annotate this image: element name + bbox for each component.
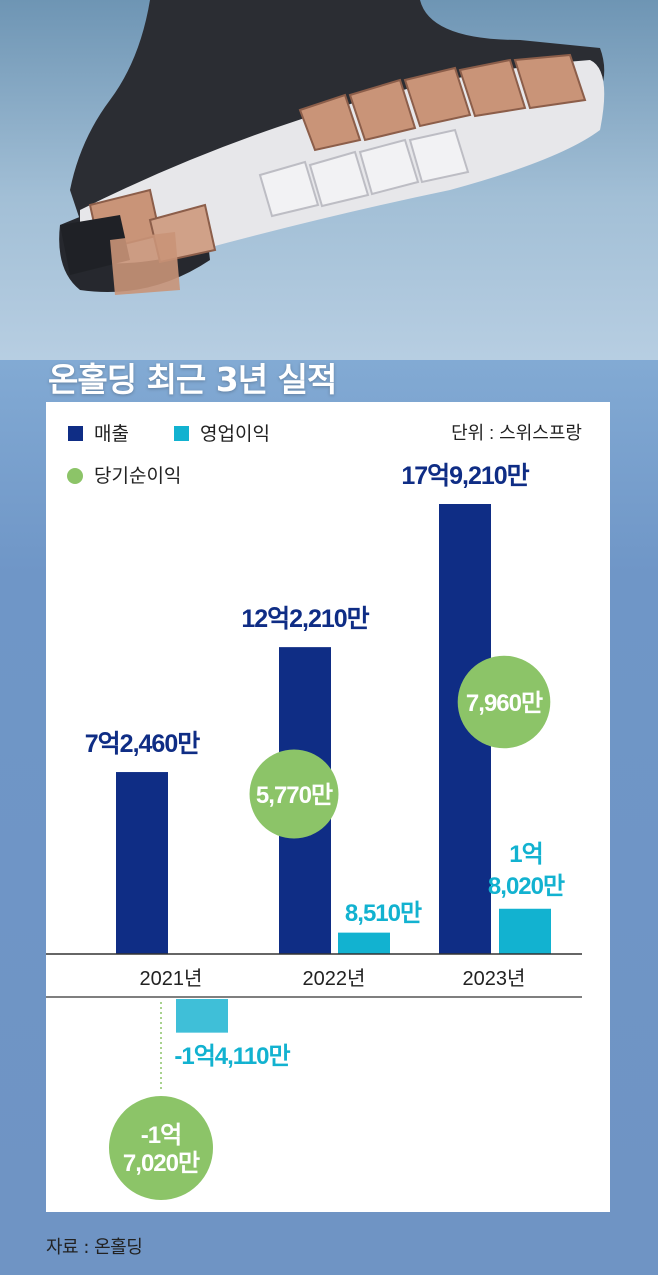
legend-label-0: 매출 <box>94 423 129 445</box>
label-net-income-1-line: 5,770만 <box>256 782 333 809</box>
label-revenue-2-line: 17억9,210만 <box>401 462 529 490</box>
page-title: 온홀딩 최근 3년 실적 <box>48 360 337 399</box>
label-revenue-1: 12억2,210만 <box>241 605 369 633</box>
bubble-net-income-1 <box>249 749 339 839</box>
label-revenue-0: 7억2,460만 <box>85 730 200 758</box>
label-operating-0-line: -1억4,110만 <box>174 1043 290 1070</box>
chart-marks: 7억2,460만 12억2,210만 17억9,210만 -1억4,110만 8,510… <box>85 462 566 1200</box>
bubble-net-income-2 <box>457 655 551 749</box>
label-net-income-2-line: 7,960만 <box>466 690 543 717</box>
bar-operating-1 <box>338 932 390 954</box>
label-net-income-1: 5,770만 <box>256 782 333 809</box>
x-tick-label-0: 2021년 <box>140 967 203 990</box>
bubble-net-income-0 <box>109 1096 213 1200</box>
label-net-income-0-line: 7,020만 <box>123 1150 200 1177</box>
label-operating-2-line: 1억 <box>509 841 542 868</box>
x-tick-label-1: 2022년 <box>303 967 366 990</box>
chart-axis: 2021년 2022년 2023년 <box>46 953 582 998</box>
label-net-income-2: 7,960만 <box>466 690 543 717</box>
label-revenue-0-line: 7억2,460만 <box>85 730 200 758</box>
legend-label-2: 당기순이익 <box>94 465 181 487</box>
label-revenue-2: 17억9,210만 <box>401 462 529 490</box>
legend-marker-1 <box>174 426 189 441</box>
x-tick-label-2: 2023년 <box>463 967 526 990</box>
bar-operating-0 <box>176 999 228 1033</box>
legend-marker-2 <box>67 468 83 484</box>
label-operating-2-line: 8,020만 <box>488 873 565 900</box>
label-net-income-0-line: -1억 <box>141 1122 181 1149</box>
label-operating-1-line: 8,510만 <box>345 900 422 927</box>
label-operating-0: -1억4,110만 <box>174 1043 290 1070</box>
unit-label: 단위 : 스위스프랑 <box>451 423 582 443</box>
label-net-income-0: -1억 7,020만 <box>123 1122 200 1177</box>
label-operating-2: 1억 8,020만 <box>488 841 565 900</box>
bar-revenue-0 <box>116 772 168 954</box>
legend-marker-0 <box>68 426 83 441</box>
legend-label-1: 영업이익 <box>200 423 270 445</box>
source-note: 자료 : 온홀딩 <box>46 1237 143 1258</box>
hero-shoe-image <box>0 0 658 360</box>
label-operating-1: 8,510만 <box>345 900 422 927</box>
bar-operating-2 <box>499 908 551 954</box>
label-revenue-1-line: 12억2,210만 <box>241 605 369 633</box>
